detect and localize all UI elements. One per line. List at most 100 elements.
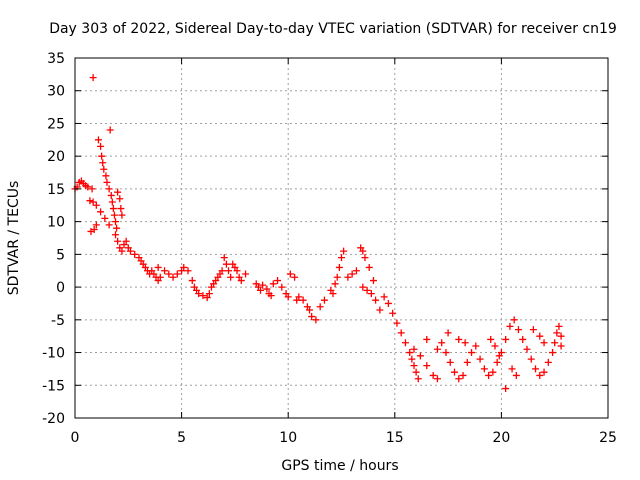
data-point <box>429 371 437 379</box>
data-point <box>514 326 522 334</box>
data-point <box>94 136 102 144</box>
data-point <box>389 309 397 317</box>
data-point <box>455 375 463 383</box>
data-point <box>510 316 518 324</box>
data-point <box>105 185 113 193</box>
x-axis: 0 5 10 15 20 25 <box>71 58 617 446</box>
data-point <box>333 273 341 281</box>
data-point <box>242 270 250 278</box>
data-point <box>263 285 271 293</box>
data-point <box>338 254 345 262</box>
data-point <box>112 231 120 239</box>
data-point <box>444 329 452 337</box>
y-tick-label: -10 <box>42 346 65 362</box>
data-point <box>433 345 441 353</box>
data-point <box>491 342 499 350</box>
data-point <box>92 201 100 209</box>
data-point <box>367 290 375 298</box>
data-point <box>161 267 169 275</box>
x-tick-label: 15 <box>386 430 404 446</box>
data-point <box>329 290 337 298</box>
data-point <box>331 280 339 288</box>
y-tick-label: 5 <box>56 247 65 263</box>
data-point <box>205 290 213 298</box>
data-point <box>493 358 501 366</box>
data-point <box>278 283 286 291</box>
data-point <box>126 247 134 255</box>
data-point <box>256 286 264 294</box>
data-point <box>291 273 299 281</box>
data-point <box>529 326 537 334</box>
data-point <box>551 339 559 347</box>
y-tick-label: 25 <box>47 116 65 132</box>
data-point <box>299 296 307 304</box>
y-tick-label: -5 <box>51 313 65 329</box>
data-point <box>519 335 527 343</box>
y-axis-label: SDTVAR / TECUs <box>6 181 22 296</box>
data-marks <box>71 74 565 393</box>
data-point <box>227 273 235 281</box>
data-point <box>259 281 267 289</box>
data-point <box>506 322 514 330</box>
x-axis-label: GPS time / hours <box>281 458 398 474</box>
data-point <box>106 126 114 134</box>
x-tick-label: 0 <box>71 430 80 446</box>
data-point <box>508 365 516 373</box>
data-point <box>423 335 431 343</box>
data-point <box>459 371 467 379</box>
data-point <box>423 362 431 370</box>
data-point <box>118 211 126 219</box>
data-point <box>485 371 493 379</box>
data-point <box>103 178 111 186</box>
data-point <box>540 368 548 376</box>
y-tick-label: 20 <box>47 149 65 165</box>
data-point <box>433 375 441 383</box>
x-tick-label: 25 <box>599 430 617 446</box>
data-point <box>308 313 316 321</box>
data-point <box>472 342 480 350</box>
data-point <box>480 365 488 373</box>
data-point <box>295 293 303 301</box>
data-point <box>102 172 110 180</box>
data-point <box>463 358 471 366</box>
data-point <box>410 362 418 370</box>
data-point <box>284 293 292 301</box>
data-point <box>113 224 121 232</box>
data-point <box>222 260 230 268</box>
data-point <box>84 183 92 191</box>
data-point <box>359 247 367 255</box>
data-point <box>365 263 373 271</box>
data-point <box>320 296 328 304</box>
data-point <box>237 277 245 285</box>
data-point <box>117 205 125 213</box>
data-point <box>557 342 565 350</box>
data-point <box>340 247 348 255</box>
data-point <box>468 349 476 357</box>
data-point <box>502 335 510 343</box>
data-point <box>267 292 275 300</box>
data-point <box>369 277 377 285</box>
data-point <box>359 283 367 291</box>
y-tick-label: -15 <box>42 378 65 394</box>
data-point <box>112 218 120 226</box>
data-point <box>195 290 203 298</box>
data-point <box>169 273 177 281</box>
data-point <box>512 371 520 379</box>
data-point <box>335 263 343 271</box>
data-point <box>116 195 124 203</box>
data-point <box>502 385 510 393</box>
data-point <box>408 355 416 363</box>
data-point <box>233 267 241 275</box>
data-point <box>218 267 226 275</box>
data-point <box>348 270 356 278</box>
data-point <box>384 299 392 307</box>
data-point <box>352 267 360 275</box>
data-point <box>455 335 463 343</box>
data-point <box>108 198 116 206</box>
data-point <box>544 358 552 366</box>
data-point <box>199 292 207 300</box>
y-tick-label: 30 <box>47 84 65 100</box>
data-point <box>286 270 294 278</box>
